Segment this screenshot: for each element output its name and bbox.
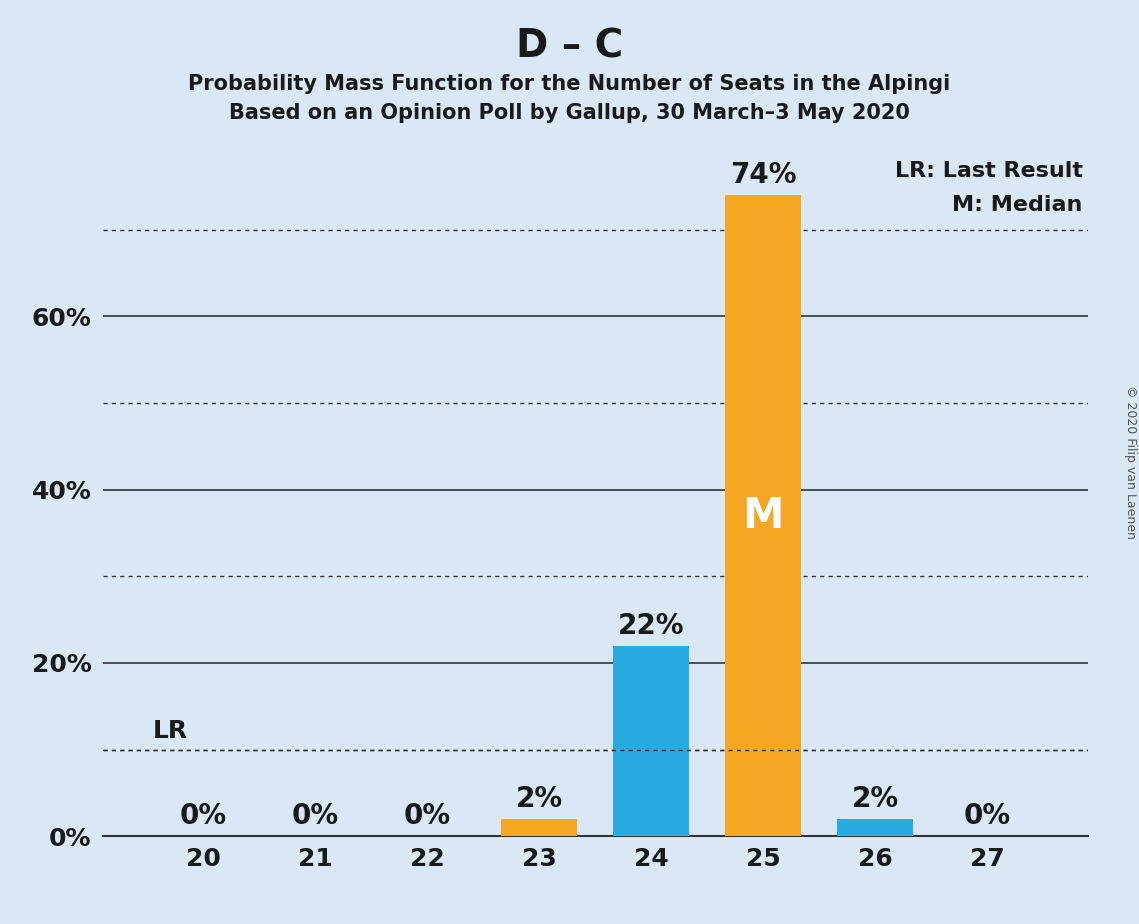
Text: 2%: 2% [852,784,899,813]
Text: Based on an Opinion Poll by Gallup, 30 March–3 May 2020: Based on an Opinion Poll by Gallup, 30 M… [229,103,910,124]
Text: 22%: 22% [617,612,685,639]
Text: 0%: 0% [292,802,338,830]
Text: 2%: 2% [516,784,563,813]
Text: M: Median: M: Median [952,195,1083,215]
Text: 74%: 74% [730,161,796,189]
Bar [613,646,689,836]
Text: 0%: 0% [180,802,227,830]
Text: M: M [743,494,784,537]
Text: 0%: 0% [403,802,451,830]
Text: 0%: 0% [964,802,1010,830]
Text: LR: LR [153,719,188,743]
Bar [726,195,801,836]
Text: LR: Last Result: LR: Last Result [895,161,1083,180]
Bar [501,819,577,836]
Text: Probability Mass Function for the Number of Seats in the Alpingi: Probability Mass Function for the Number… [188,74,951,94]
Text: © 2020 Filip van Laenen: © 2020 Filip van Laenen [1124,385,1137,539]
Bar [837,819,913,836]
Text: D – C: D – C [516,28,623,66]
